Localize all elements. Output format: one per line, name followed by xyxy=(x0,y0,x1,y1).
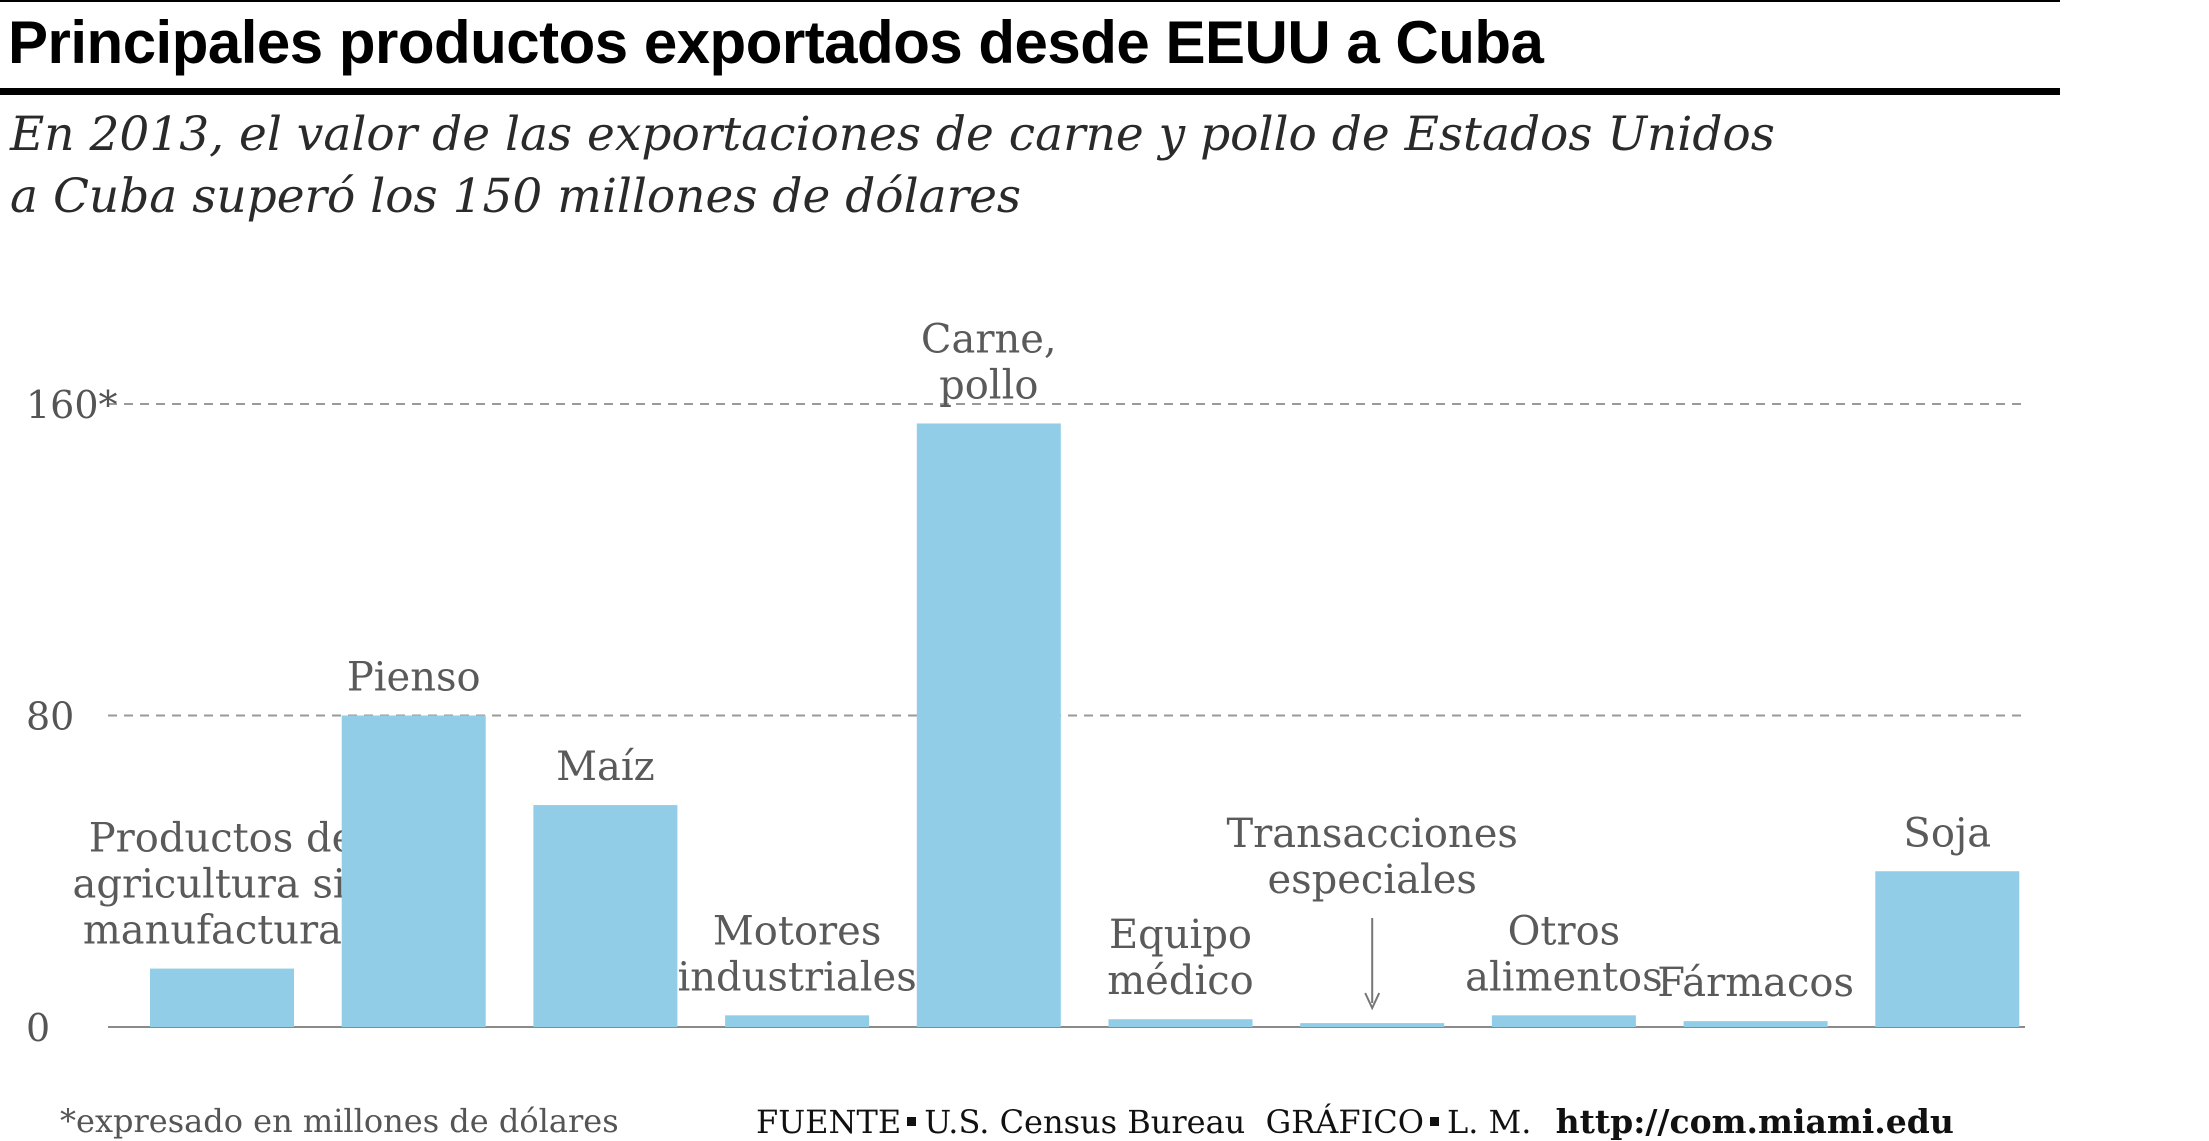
category-label: Equipo xyxy=(1109,912,1252,958)
subtitle-line-1: En 2013, el valor de las exportaciones d… xyxy=(10,107,1775,162)
y-tick-label: 80 xyxy=(26,695,74,739)
pointer-arrow-head xyxy=(1364,992,1381,1011)
graphic-value: L. M. xyxy=(1446,1103,1532,1141)
category-label: agricultura sin xyxy=(73,862,372,908)
category-label: médico xyxy=(1107,958,1253,1004)
category-label: Fármacos xyxy=(1657,960,1854,1006)
bar xyxy=(1300,1023,1445,1027)
category-label: Pienso xyxy=(347,655,481,701)
category-label: Soja xyxy=(1903,810,1991,856)
source-label: FUENTE xyxy=(756,1103,902,1141)
category-label: Productos de xyxy=(89,816,356,862)
bar xyxy=(916,423,1061,1027)
top-rule xyxy=(0,0,2060,2)
chart-title: Principales productos exportados desde E… xyxy=(8,9,1544,76)
bar xyxy=(1875,871,2020,1027)
separator-square xyxy=(1429,1117,1439,1126)
category-label: manufacturar xyxy=(83,908,362,954)
graphic-label: GRÁFICO xyxy=(1265,1103,1424,1141)
bar xyxy=(533,805,678,1027)
bar xyxy=(341,715,486,1027)
source-line: FUENTE U.S. Census Bureau GRÁFICO L. M. ht… xyxy=(756,1102,1954,1141)
y-tick-label: 160* xyxy=(26,383,118,427)
bar xyxy=(1491,1015,1636,1027)
category-label: Motores xyxy=(713,908,882,954)
category-label: Otros xyxy=(1508,908,1621,954)
source-url: http://com.miami.edu xyxy=(1555,1102,1954,1141)
bar xyxy=(150,968,294,1027)
separator-square xyxy=(907,1117,917,1126)
source-value: U.S. Census Bureau xyxy=(924,1103,1246,1141)
category-label: Carne, xyxy=(921,316,1057,362)
category-label: Maíz xyxy=(556,744,655,790)
bar xyxy=(1108,1019,1253,1027)
footnote: *expresado en millones de dólares xyxy=(60,1102,619,1140)
bar xyxy=(725,1015,870,1027)
category-label: industriales xyxy=(677,954,916,1000)
subtitle-line-2: a Cuba superó los 150 millones de dólare… xyxy=(10,169,1022,224)
category-label: Transacciones xyxy=(1226,811,1517,857)
category-label: pollo xyxy=(939,362,1038,408)
y-tick-label: 0 xyxy=(26,1006,50,1050)
bar xyxy=(1683,1021,1828,1027)
chart-subtitle: En 2013, el valor de las exportaciones d… xyxy=(10,104,1810,228)
title-rule xyxy=(0,88,2060,95)
category-label: alimentos xyxy=(1465,954,1662,1000)
category-label: especiales xyxy=(1267,857,1477,903)
